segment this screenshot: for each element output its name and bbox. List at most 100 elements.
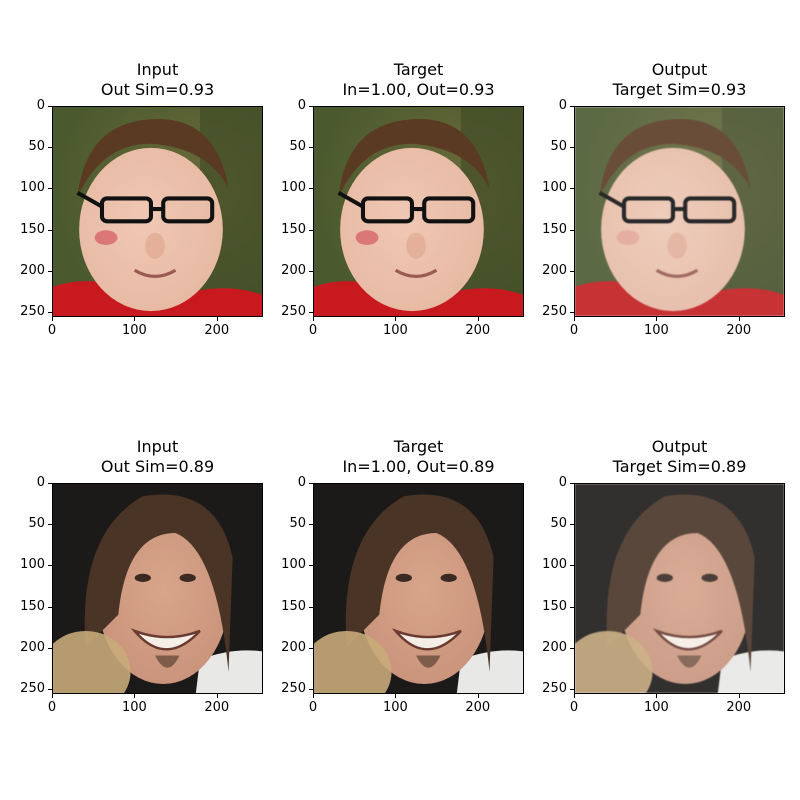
y-tick-label: 250: [542, 681, 567, 696]
panel-title: Input Out Sim=0.93: [28, 60, 288, 100]
y-tick-label: 150: [20, 598, 45, 614]
y-tick-label: 50: [28, 139, 45, 155]
x-tick-label: 100: [121, 700, 147, 715]
y-tick-mark: [48, 689, 52, 690]
x-tick-label: 0: [308, 700, 318, 715]
y-tick-mark: [570, 229, 574, 231]
y-tick-label: 50: [550, 516, 567, 532]
y-tick-label: 200: [542, 262, 567, 278]
y-tick-label: 200: [542, 639, 567, 655]
y-tick-label: 150: [542, 221, 567, 237]
x-tick-mark: [656, 694, 658, 698]
image-panel: [313, 106, 524, 317]
photo-image: [53, 484, 262, 693]
x-tick-mark: [574, 694, 575, 698]
y-tick-label: 0: [36, 98, 45, 113]
y-tick-mark: [570, 483, 574, 484]
y-tick-mark: [48, 647, 52, 649]
y-tick-mark: [570, 524, 574, 526]
y-tick-label: 50: [550, 139, 567, 155]
y-tick-mark: [309, 565, 313, 567]
y-tick-mark: [309, 106, 313, 107]
y-tick-mark: [309, 312, 313, 313]
y-tick-mark: [309, 188, 313, 190]
y-tick-mark: [48, 188, 52, 190]
image-panel: [574, 483, 785, 694]
y-tick-label: 100: [281, 180, 306, 196]
y-tick-label: 0: [36, 475, 45, 490]
y-tick-mark: [48, 106, 52, 107]
panel-title-line1: Input: [136, 437, 179, 456]
y-tick-mark: [309, 524, 313, 526]
photo-image: [53, 107, 262, 316]
y-tick-label: 250: [20, 304, 45, 319]
panel-title: Output Target Sim=0.93: [550, 60, 800, 100]
y-tick-mark: [570, 689, 574, 690]
y-tick-mark: [48, 270, 52, 272]
y-tick-mark: [570, 147, 574, 149]
x-tick-label: 0: [308, 323, 318, 338]
y-tick-label: 150: [281, 598, 306, 614]
y-tick-mark: [309, 229, 313, 231]
y-tick-label: 250: [20, 681, 45, 696]
x-tick-label: 100: [643, 323, 669, 338]
y-tick-label: 50: [28, 516, 45, 532]
image-panel: [52, 106, 263, 317]
x-tick-mark: [395, 317, 397, 321]
y-tick-label: 150: [281, 221, 306, 237]
x-tick-label: 200: [204, 700, 230, 715]
y-tick-mark: [309, 647, 313, 649]
y-tick-mark: [48, 312, 52, 313]
y-tick-label: 50: [289, 139, 306, 155]
x-tick-label: 200: [726, 323, 752, 338]
y-tick-label: 100: [20, 180, 45, 196]
x-tick-mark: [395, 694, 397, 698]
photo-image: [575, 484, 784, 693]
y-tick-label: 200: [281, 639, 306, 655]
y-tick-mark: [309, 606, 313, 608]
y-tick-mark: [48, 606, 52, 608]
x-tick-mark: [52, 694, 53, 698]
panel-title-line2: In=1.00, Out=0.93: [342, 80, 495, 99]
x-tick-label: 0: [569, 323, 579, 338]
y-tick-mark: [570, 106, 574, 107]
panel-title-line1: Target: [393, 60, 444, 79]
x-tick-label: 100: [643, 700, 669, 715]
y-tick-mark: [48, 147, 52, 149]
y-tick-label: 150: [20, 221, 45, 237]
face-photo-glasses-man-reconstructed: [574, 106, 785, 317]
y-tick-mark: [309, 689, 313, 690]
photo-image: [575, 107, 784, 316]
face-photo-smiling-man: [52, 483, 263, 694]
y-tick-mark: [570, 188, 574, 190]
panel-title: Target In=1.00, Out=0.93: [289, 60, 549, 100]
y-tick-label: 250: [281, 304, 306, 319]
panel-title-line2: Out Sim=0.89: [100, 457, 215, 476]
y-tick-mark: [48, 565, 52, 567]
x-tick-label: 0: [47, 323, 57, 338]
y-tick-mark: [570, 312, 574, 313]
x-tick-label: 100: [382, 700, 408, 715]
x-tick-mark: [574, 317, 575, 321]
panel-title-line1: Input: [136, 60, 179, 79]
y-tick-mark: [309, 270, 313, 272]
y-tick-label: 0: [558, 98, 567, 113]
x-tick-label: 0: [47, 700, 57, 715]
x-tick-mark: [216, 694, 218, 698]
x-tick-mark: [313, 317, 314, 321]
image-panel: [313, 483, 524, 694]
y-tick-label: 200: [20, 262, 45, 278]
face-photo-glasses-man: [313, 106, 524, 317]
panel-title-line2: Target Sim=0.89: [612, 457, 747, 476]
y-tick-label: 100: [20, 557, 45, 573]
y-tick-label: 250: [542, 304, 567, 319]
y-tick-label: 200: [281, 262, 306, 278]
face-photo-smiling-man: [313, 483, 524, 694]
y-tick-label: 100: [542, 180, 567, 196]
x-tick-mark: [738, 317, 740, 321]
y-tick-mark: [309, 147, 313, 149]
x-tick-label: 0: [569, 700, 579, 715]
face-photo-smiling-man-reconstructed: [574, 483, 785, 694]
y-tick-label: 0: [297, 475, 306, 490]
